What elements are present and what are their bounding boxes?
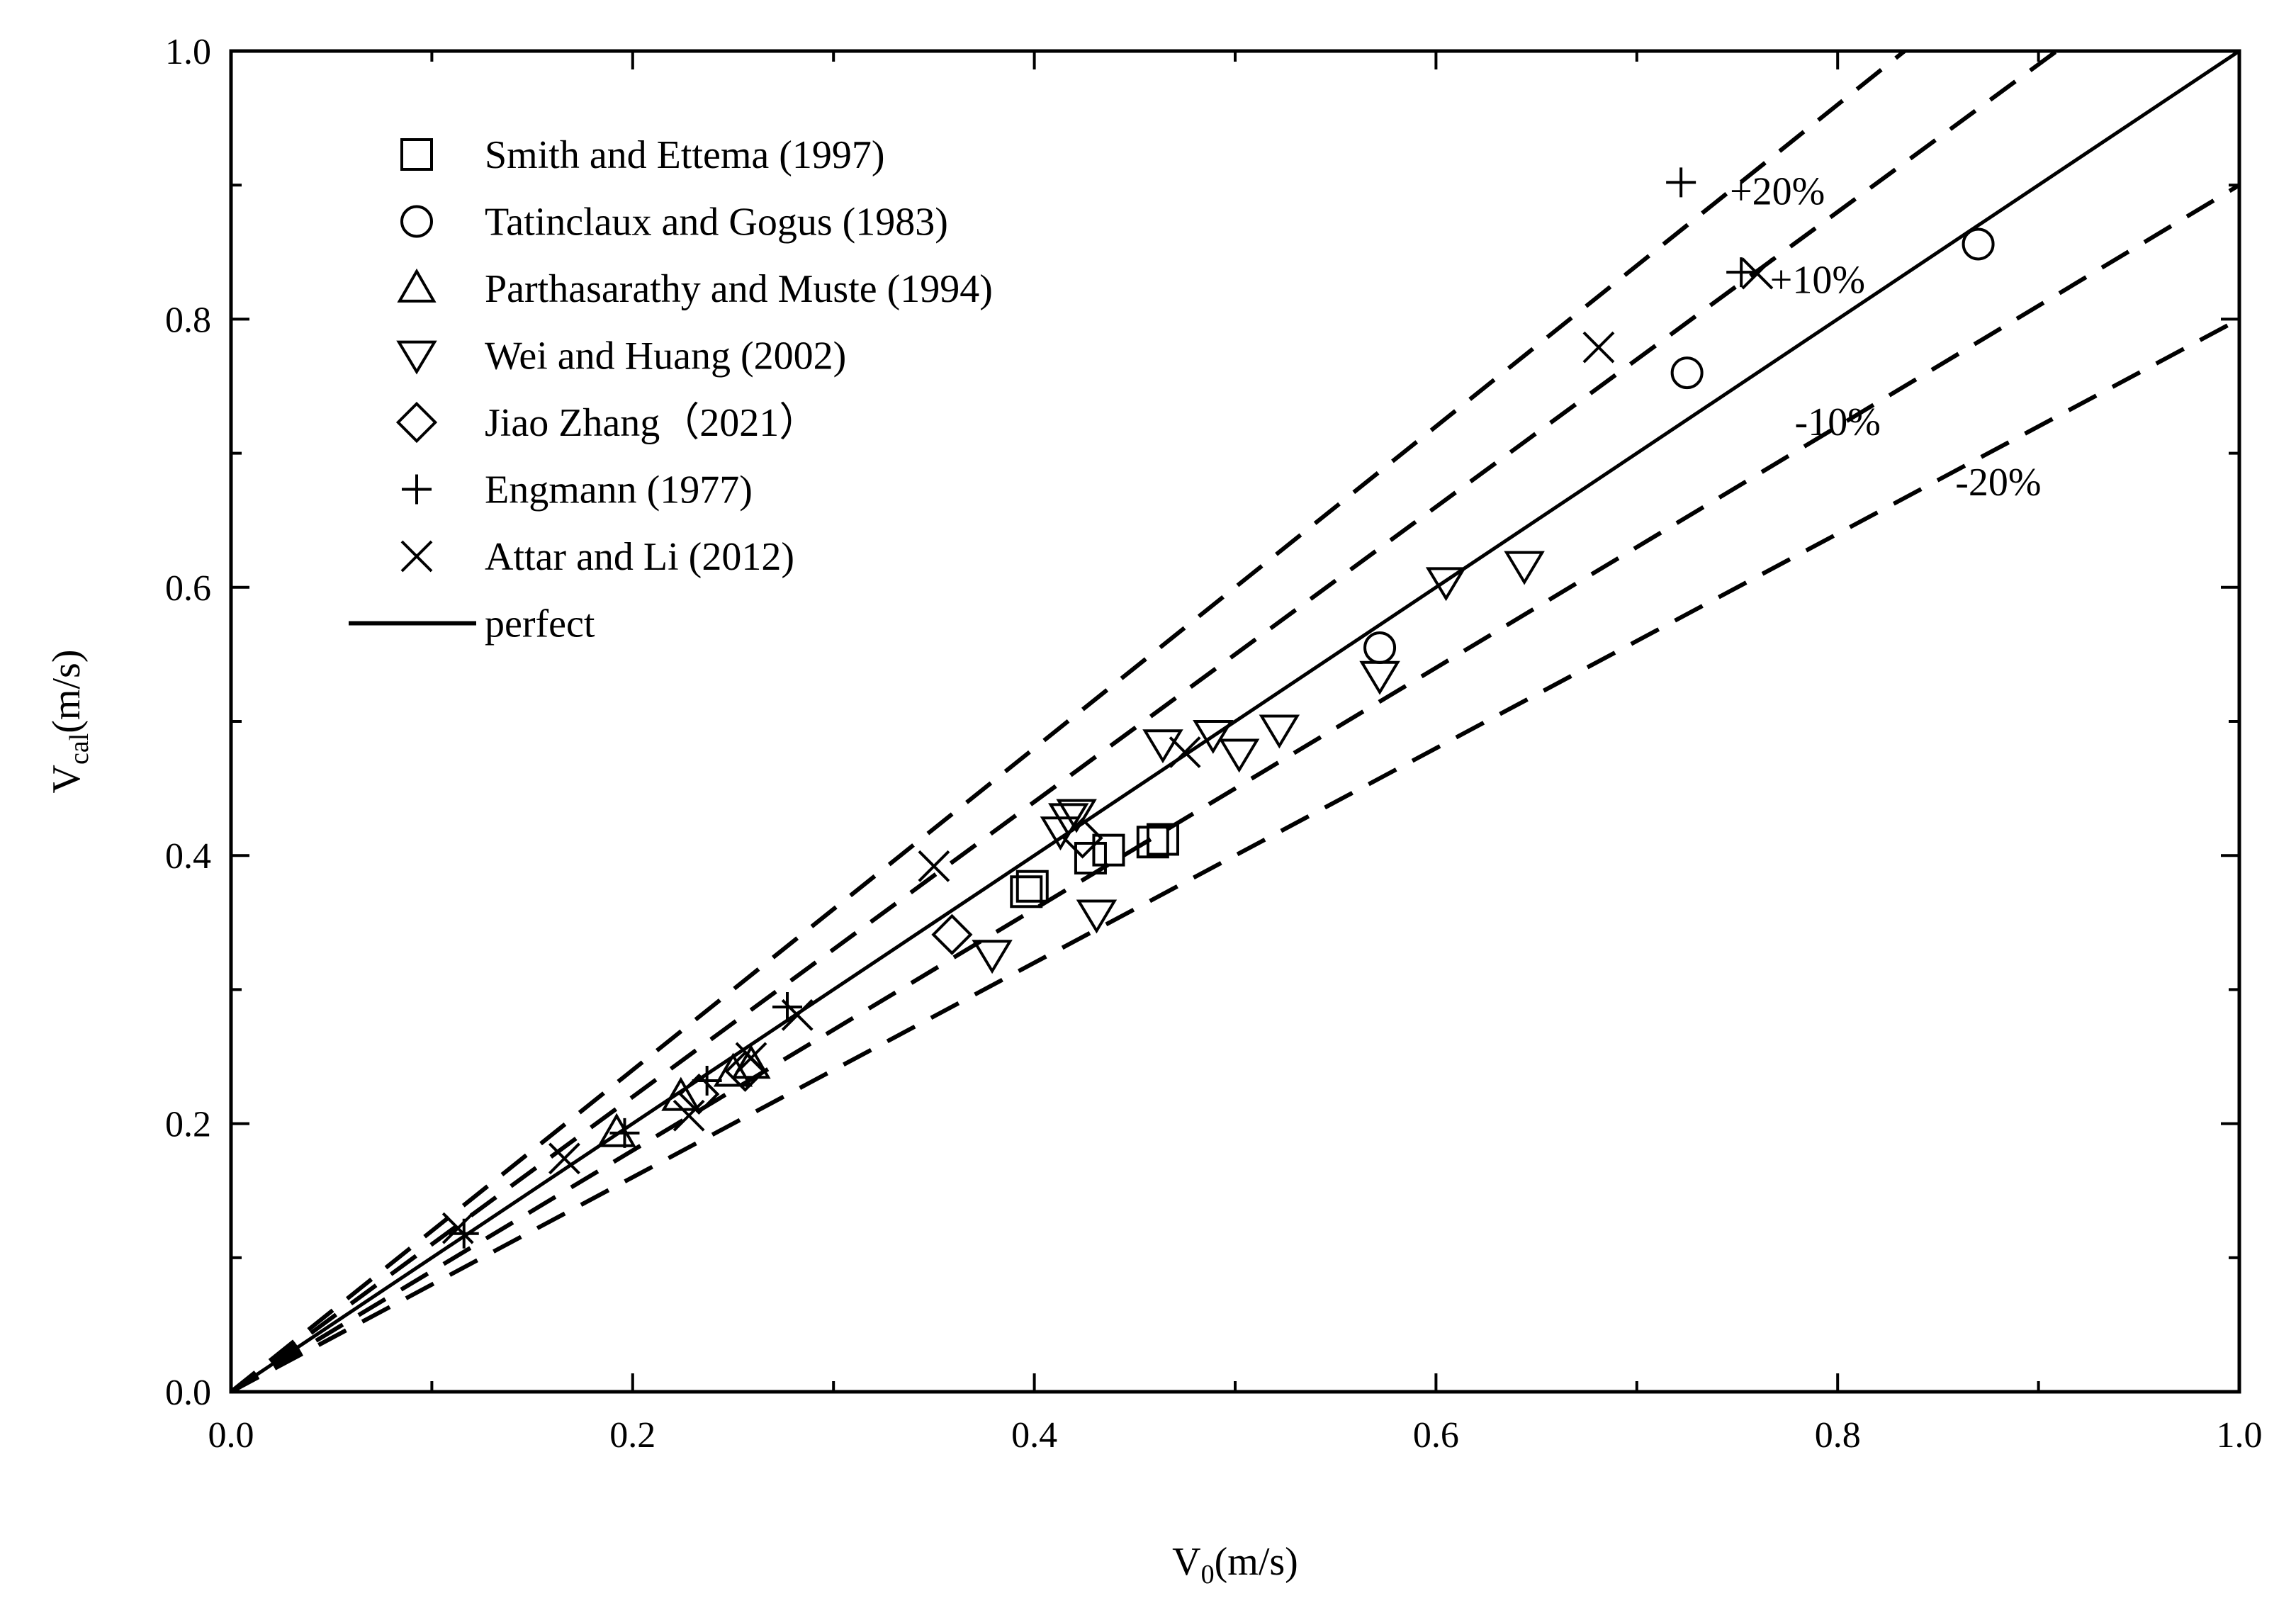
point-smith-and-ettema-1997-1 <box>1015 870 1049 903</box>
point-smith-and-ettema-1997-2 <box>1074 841 1107 874</box>
x-tick-label-3: 0.6 <box>1413 1415 1459 1456</box>
reference-line-20 <box>230 49 1906 1394</box>
point-engmann-1977-5 <box>1726 257 1757 288</box>
band-label-0: +20% <box>1730 170 1825 214</box>
y-axis-title-unit: (m/s) <box>45 650 89 733</box>
x-tick-label-5: 1.0 <box>2217 1415 2263 1456</box>
band-labels: +20% +10% -10% -20% <box>1730 170 2042 505</box>
legend-label-parthasarathy-and-muste-1994: Parthasarathy and Muste (1994) <box>485 267 993 311</box>
legend-marker-engmann-1977 <box>402 474 432 505</box>
point-attar-and-li-2012-0 <box>441 1212 474 1244</box>
point-attar-and-li-2012-7 <box>1582 331 1615 364</box>
y-tick-label-0: 0.0 <box>165 1373 211 1413</box>
x-axis-title-unit: (m/s) <box>1215 1540 1298 1584</box>
point-wei-and-huang-2002-9 <box>1359 660 1400 695</box>
point-wei-and-huang-2002-2 <box>1048 803 1089 838</box>
y-axis-title-main: V <box>45 765 89 793</box>
point-wei-and-huang-2002-0 <box>972 940 1013 974</box>
point-tatinclaux-and-gogus-1983-1 <box>1670 356 1704 390</box>
point-attar-and-li-2012-6 <box>1169 736 1201 768</box>
x-tick-label-4: 0.8 <box>1815 1415 1861 1456</box>
x-tick-label-2: 0.4 <box>1011 1415 1057 1456</box>
legend: Smith and Ettema (1997) Tatinclaux and Go… <box>349 133 993 646</box>
legend-label-tatinclaux-and-gogus-1983: Tatinclaux and Gogus (1983) <box>485 201 948 244</box>
reference-lines <box>230 49 2241 1394</box>
y-axis-title: Vcal(m/s) <box>45 650 94 794</box>
band-label-1: +10% <box>1770 259 1865 303</box>
x-axis-title: V0(m/s) <box>1172 1540 1298 1589</box>
y-tick-label-5: 1.0 <box>165 32 211 72</box>
x-axis-title-main: V <box>1172 1540 1200 1584</box>
point-smith-and-ettema-1997-0 <box>1010 875 1043 908</box>
point-wei-and-huang-2002-11 <box>1504 551 1545 585</box>
point-attar-and-li-2012-2 <box>673 1099 705 1132</box>
y-tick-label-2: 0.4 <box>165 836 211 877</box>
point-smith-and-ettema-1997-3 <box>1092 833 1125 867</box>
point-attar-and-li-2012-4 <box>781 998 814 1031</box>
legend-marker-jiao-zhang-2021 <box>395 401 438 444</box>
axis-ticks <box>230 50 2241 1393</box>
point-smith-and-ettema-1997-5 <box>1146 823 1179 856</box>
legend-label-perfect: perfect <box>485 602 595 646</box>
legend-label-wei-and-huang-2002: Wei and Huang (2002) <box>485 334 846 378</box>
x-tick-label-1: 0.2 <box>609 1415 655 1456</box>
reference-line-10 <box>230 49 2059 1394</box>
point-wei-and-huang-2002-3 <box>1056 799 1097 833</box>
reference-line-20 <box>230 317 2241 1394</box>
point-parthasarathy-and-muste-1994-3 <box>731 1045 771 1079</box>
point-attar-and-li-2012-8 <box>1741 257 1774 290</box>
point-attar-and-li-2012-3 <box>735 1042 767 1074</box>
band-label-2: -10% <box>1795 400 1881 444</box>
y-tick-label-4: 0.8 <box>165 300 211 340</box>
point-tatinclaux-and-gogus-1983-2 <box>1962 227 1995 261</box>
point-smith-and-ettema-1997-4 <box>1136 826 1169 859</box>
point-attar-and-li-2012-5 <box>918 850 950 882</box>
legend-marker-tatinclaux-and-gogus-1983 <box>400 205 433 238</box>
legend-label-smith-and-ettema-1997: Smith and Ettema (1997) <box>485 133 885 177</box>
point-wei-and-huang-2002-6 <box>1193 720 1234 754</box>
legend-marker-smith-and-ettema-1997 <box>400 138 433 171</box>
point-attar-and-li-2012-1 <box>548 1142 580 1175</box>
point-jiao-zhang-2021-0 <box>931 913 973 955</box>
y-tick-label-3: 0.6 <box>165 568 211 609</box>
point-wei-and-huang-2002-10 <box>1425 567 1467 602</box>
point-engmann-1977-1 <box>609 1118 640 1148</box>
point-parthasarathy-and-muste-1994-2 <box>713 1052 753 1087</box>
data-markers <box>441 167 1995 1249</box>
point-jiao-zhang-2021-1 <box>1062 817 1103 859</box>
band-label-3: -20% <box>1955 461 2041 505</box>
legend-label-jiao-zhang-2021: Jiao Zhang（2021） <box>485 401 818 445</box>
legend-label-attar-and-li-2012: Attar and Li (2012) <box>485 535 794 579</box>
point-wei-and-huang-2002-5 <box>1142 729 1183 764</box>
legend-marker-attar-and-li-2012 <box>400 540 433 573</box>
point-wei-and-huang-2002-8 <box>1259 714 1300 749</box>
x-axis-title-sub: 0 <box>1201 1560 1215 1589</box>
point-tatinclaux-and-gogus-1983-0 <box>1363 631 1397 664</box>
y-axis-title-sub: cal <box>64 733 94 765</box>
point-engmann-1977-2 <box>692 1066 722 1096</box>
point-wei-and-huang-2002-4 <box>1076 899 1118 934</box>
x-tick-label-0: 0.0 <box>208 1415 254 1456</box>
legend-marker-parthasarathy-and-muste-1994 <box>397 268 437 303</box>
legend-label-engmann-1977: Engmann (1977) <box>485 468 753 512</box>
tick-labels: 0.0 0.2 0.4 0.6 0.8 1.0 0.0 0.2 0.4 0.6 0.8 1.0 <box>165 32 2263 1456</box>
reference-line-10 <box>230 183 2241 1394</box>
point-engmann-1977-4 <box>1666 167 1696 198</box>
point-jiao-zhang-2021-2 <box>678 1073 720 1115</box>
reference-line-perfect <box>230 49 2241 1394</box>
point-wei-and-huang-2002-7 <box>1218 738 1260 773</box>
y-tick-label-1: 0.2 <box>165 1105 211 1145</box>
legend-marker-wei-and-huang-2002 <box>396 340 437 375</box>
